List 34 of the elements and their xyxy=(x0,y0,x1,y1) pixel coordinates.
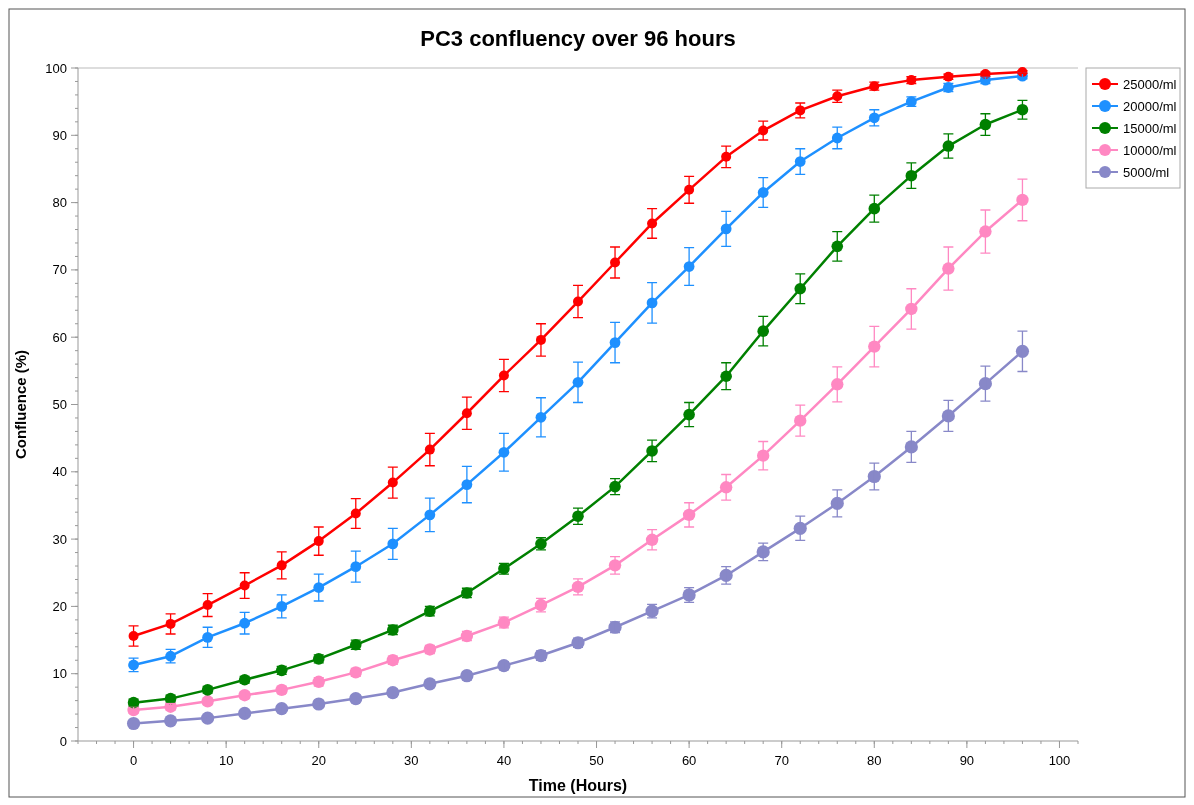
y-tick-label: 10 xyxy=(52,666,67,682)
point xyxy=(1015,344,1030,358)
x-tick-label: 90 xyxy=(959,753,975,768)
x-tick-label: 80 xyxy=(867,753,882,768)
x-tick-label: 20 xyxy=(311,753,326,768)
x-tick-label: 10 xyxy=(218,753,234,768)
chart-title: PC3 confluency over 96 hours xyxy=(420,26,736,51)
y-tick-label: 80 xyxy=(52,195,67,211)
x-tick-label: 50 xyxy=(589,753,604,768)
point xyxy=(202,631,214,643)
legend-label: 5000/ml xyxy=(1123,164,1170,180)
y-tick-label: 0 xyxy=(59,733,67,749)
legend-label: 10000/ml xyxy=(1123,142,1177,158)
y-tick-label: 40 xyxy=(52,464,67,480)
y-tick-label: 30 xyxy=(52,531,67,547)
y-axis-title: Confluence (%) xyxy=(12,349,29,460)
y-tick-label: 20 xyxy=(52,598,67,614)
legend-label: 15000/ml xyxy=(1123,120,1177,136)
x-tick-label: 60 xyxy=(681,753,697,768)
point xyxy=(978,377,993,391)
legend-label: 25000/ml xyxy=(1123,76,1177,92)
x-tick-label: 30 xyxy=(404,753,419,768)
point xyxy=(830,496,844,511)
legend-label: 20000/ml xyxy=(1123,98,1177,114)
y-tick-label: 100 xyxy=(45,60,67,76)
y-tick-label: 70 xyxy=(52,262,67,278)
x-axis-title: Time (Hours) xyxy=(528,777,628,794)
x-tick-label: 100 xyxy=(1048,753,1071,768)
y-tick-label: 60 xyxy=(52,329,67,345)
y-tick-label: 50 xyxy=(52,397,67,413)
y-tick-label: 90 xyxy=(52,127,67,143)
x-tick-label: 40 xyxy=(496,753,512,768)
x-tick-label: 70 xyxy=(774,753,789,768)
x-tick-label: 0 xyxy=(129,753,138,768)
